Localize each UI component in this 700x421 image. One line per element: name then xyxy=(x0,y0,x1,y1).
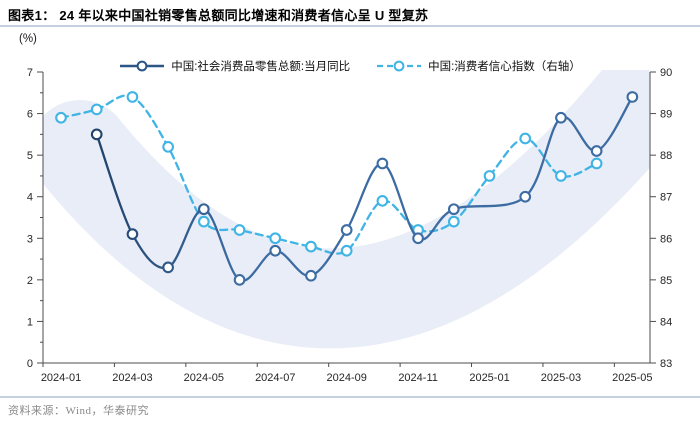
u-shape-highlight-band xyxy=(43,70,650,349)
svg-text:2024-03: 2024-03 xyxy=(112,372,152,384)
svg-text:2024-07: 2024-07 xyxy=(255,372,295,384)
svg-text:7: 7 xyxy=(27,67,33,79)
legend-solid-line-marker-icon xyxy=(120,60,165,72)
svg-text:2025-03: 2025-03 xyxy=(541,372,581,384)
svg-text:3: 3 xyxy=(27,233,33,245)
svg-text:88: 88 xyxy=(660,150,672,162)
svg-text:2: 2 xyxy=(27,275,33,287)
title-divider xyxy=(0,25,700,27)
svg-text:2025-05: 2025-05 xyxy=(612,372,652,384)
svg-text:2025-01: 2025-01 xyxy=(469,372,509,384)
svg-text:2024-09: 2024-09 xyxy=(326,372,366,384)
svg-text:1: 1 xyxy=(27,316,33,328)
source-note: 资料来源：Wind，华泰研究 xyxy=(8,405,149,417)
svg-text:83: 83 xyxy=(660,358,672,370)
footer-divider xyxy=(0,396,700,398)
svg-text:90: 90 xyxy=(660,67,672,79)
svg-text:84: 84 xyxy=(660,316,672,328)
legend-label-consumer-confidence: 中国:消费者信心指数（右轴） xyxy=(428,61,581,73)
chart-legend: 中国:社会消费品零售总额:当月同比 中国:消费者信心指数（右轴） xyxy=(0,58,700,74)
svg-text:4: 4 xyxy=(27,192,33,204)
svg-text:2024-01: 2024-01 xyxy=(41,372,81,384)
svg-text:85: 85 xyxy=(660,275,672,287)
figure-title: 图表1： 24 年以来中国社销零售总额同比增速和消费者信心呈 U 型复苏 xyxy=(8,8,429,23)
legend-dashed-line-marker-icon xyxy=(377,60,422,72)
retail-sales-line xyxy=(90,91,639,286)
svg-text:89: 89 xyxy=(660,109,672,121)
svg-text:6: 6 xyxy=(27,109,33,121)
svg-text:0: 0 xyxy=(27,358,33,370)
legend-label-retail-sales: 中国:社会消费品零售总额:当月同比 xyxy=(171,61,351,73)
svg-text:2024-05: 2024-05 xyxy=(184,372,224,384)
legend-item-retail-sales: 中国:社会消费品零售总额:当月同比 xyxy=(119,58,350,74)
consumer-confidence-line xyxy=(55,91,603,257)
axis-ticks xyxy=(37,71,656,367)
svg-text:2024-11: 2024-11 xyxy=(398,372,438,384)
svg-text:5: 5 xyxy=(27,150,33,162)
svg-text:87: 87 xyxy=(660,192,672,204)
left-axis-unit-label: (%) xyxy=(19,33,37,45)
axis-tick-labels: 0 1 2 3 4 5 6 7 83 84 85 86 87 88 89 90 2024-01 2024-03 20… xyxy=(27,67,672,384)
legend-item-consumer-confidence: 中国:消费者信心指数（右轴） xyxy=(376,58,581,74)
svg-text:86: 86 xyxy=(660,233,672,245)
